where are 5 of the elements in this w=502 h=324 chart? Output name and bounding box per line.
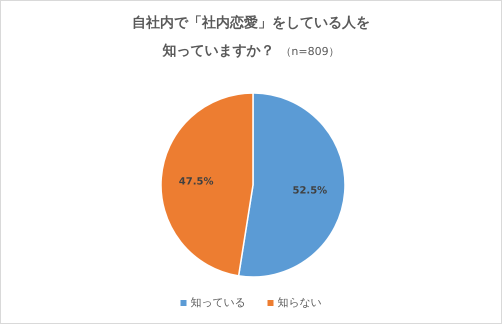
chart-subtitle: （n=809） xyxy=(280,45,340,58)
legend-label: 知っている xyxy=(190,296,246,309)
legend-label: 知らない xyxy=(278,296,322,309)
data-label: 52.5% xyxy=(292,185,328,196)
data-label: 47.5% xyxy=(178,176,214,188)
